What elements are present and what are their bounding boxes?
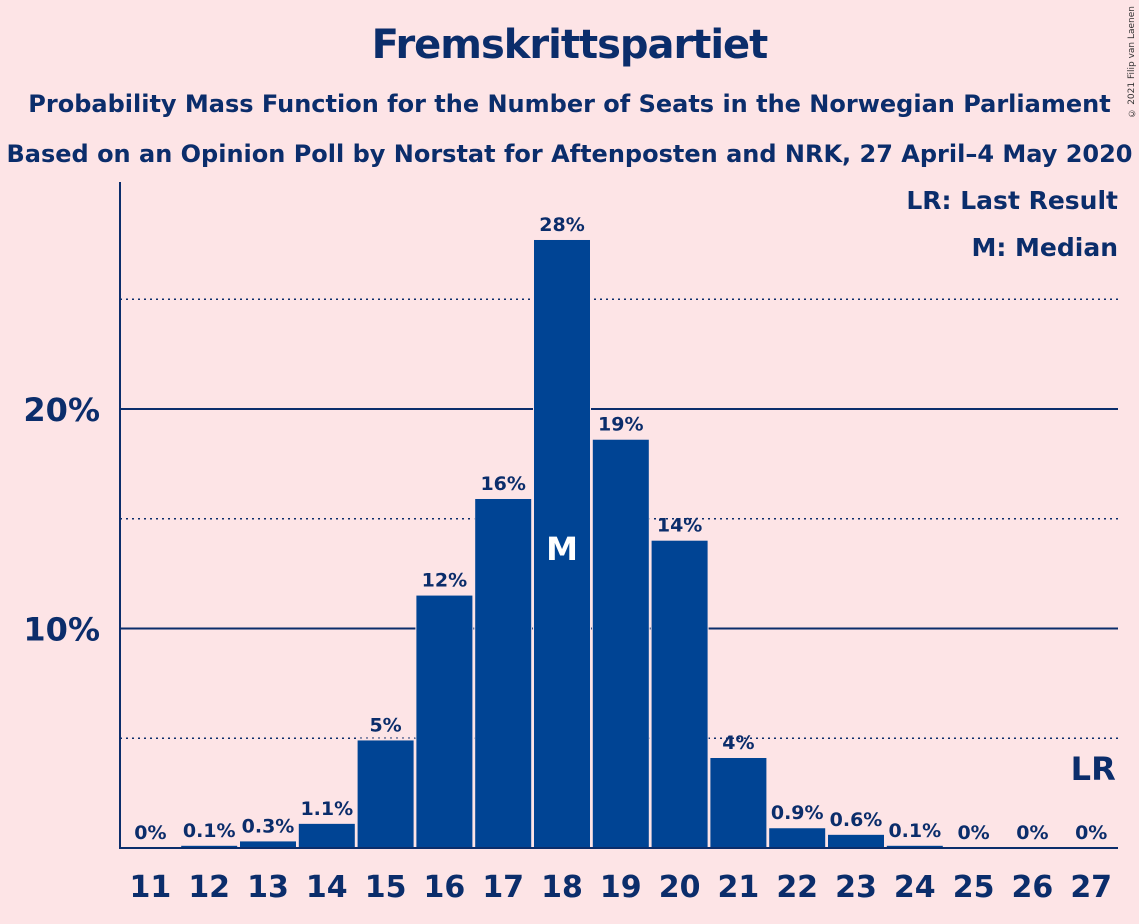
bar: [592, 439, 649, 848]
chart-subtitle-source: Based on an Opinion Poll by Norstat for …: [6, 140, 1133, 168]
x-tick-label: 15: [365, 870, 407, 905]
bar-value-label: 16%: [480, 473, 525, 495]
x-tick-label: 24: [894, 870, 936, 905]
bar-value-label: 0.1%: [183, 820, 236, 842]
x-tick-label: 18: [541, 870, 583, 905]
x-tick-label: 16: [424, 870, 466, 905]
chart-subtitle: Probability Mass Function for the Number…: [28, 90, 1111, 118]
bar-value-label: 0.3%: [242, 815, 295, 837]
x-tick-label: 14: [306, 870, 348, 905]
x-tick-label: 25: [953, 870, 995, 905]
bar: [886, 845, 943, 848]
bar-value-label: 0.1%: [888, 820, 941, 842]
median-marker: M: [546, 530, 578, 568]
bar: [240, 841, 296, 848]
chart-title: Fremskrittspartiet: [371, 22, 769, 68]
last-result-marker: LR: [1071, 750, 1116, 788]
legend-median: M: Median: [971, 233, 1118, 262]
x-tick-label: 20: [659, 870, 701, 905]
bar-value-label: 4%: [722, 732, 754, 754]
x-tick-label: 27: [1070, 870, 1112, 905]
bar: [416, 595, 473, 848]
bar-value-label: 0%: [957, 822, 989, 844]
x-tick-label: 11: [130, 870, 172, 905]
x-tick-label: 26: [1012, 870, 1054, 905]
bar: [181, 845, 238, 848]
bar: [769, 828, 826, 848]
y-tick-label: 10%: [23, 611, 100, 649]
y-tick-label: 20%: [23, 391, 100, 429]
x-tick-label: 21: [718, 870, 760, 905]
bar-value-label: 12%: [422, 570, 467, 592]
bar-value-label: 0.9%: [771, 802, 824, 824]
x-tick-label: 17: [482, 870, 524, 905]
bar-value-label: 0%: [1075, 822, 1107, 844]
bar: [534, 239, 590, 849]
bar-value-label: 0%: [134, 822, 166, 844]
x-tick-label: 19: [600, 870, 642, 905]
bar: [475, 498, 532, 848]
bar-value-label: 5%: [369, 714, 401, 736]
legend-last-result: LR: Last Result: [906, 186, 1118, 215]
x-tick-label: 22: [776, 870, 818, 905]
bar: [298, 823, 355, 848]
bar-value-label: 0.6%: [830, 809, 883, 831]
bar-value-label: 14%: [657, 515, 702, 537]
x-tick-label: 13: [247, 870, 289, 905]
bar: [357, 740, 414, 848]
x-tick-label: 23: [835, 870, 877, 905]
bar: [710, 758, 767, 848]
bar-value-label: 0%: [1016, 822, 1048, 844]
bar-value-label: 19%: [598, 414, 643, 436]
bar: [651, 540, 708, 848]
x-tick-label: 12: [188, 870, 230, 905]
bar: [828, 834, 884, 848]
bar-value-label: 28%: [539, 214, 584, 236]
bar-value-label: 1.1%: [300, 798, 353, 820]
